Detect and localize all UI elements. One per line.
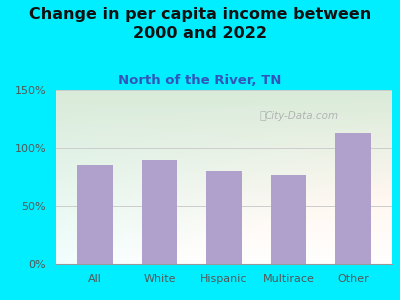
Bar: [336, 133, 371, 264]
Bar: [271, 175, 306, 264]
Bar: [77, 165, 112, 264]
Text: ⓘ: ⓘ: [259, 111, 266, 121]
Bar: [206, 171, 242, 264]
Text: North of the River, TN: North of the River, TN: [118, 74, 282, 86]
Text: Change in per capita income between
2000 and 2022: Change in per capita income between 2000…: [29, 8, 371, 41]
Text: City-Data.com: City-Data.com: [264, 111, 338, 121]
Bar: [142, 160, 177, 264]
